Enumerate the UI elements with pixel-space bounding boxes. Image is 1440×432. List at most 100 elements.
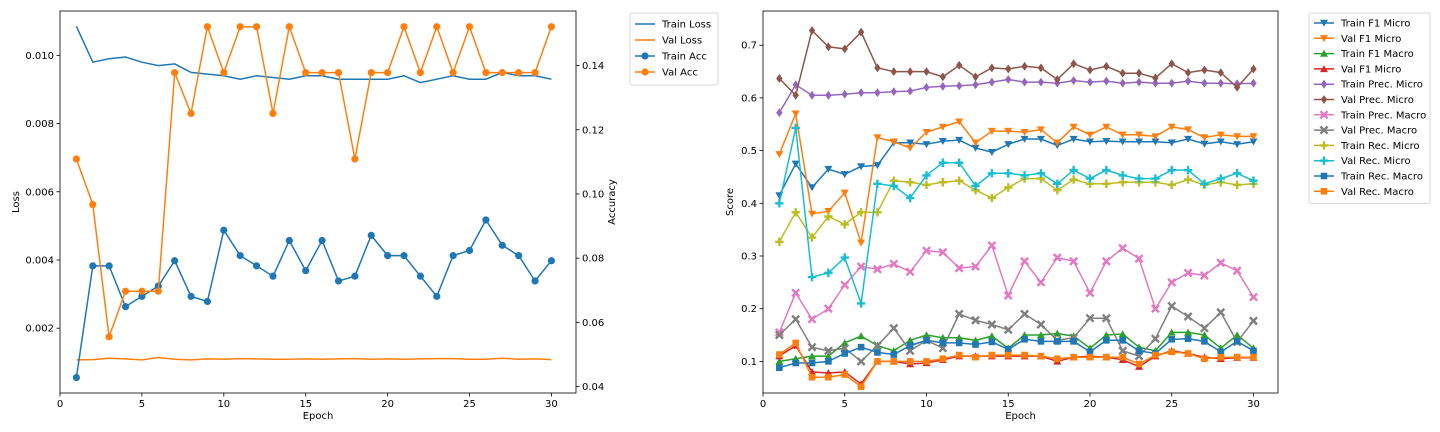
data-point — [1054, 75, 1061, 84]
data-point — [203, 23, 212, 31]
legend-item: Val Prec. Macro — [1314, 126, 1417, 137]
data-point — [857, 332, 866, 340]
y-axis-label-left: Loss — [11, 191, 22, 213]
data-point — [1103, 61, 1110, 71]
data-point — [351, 155, 359, 163]
data-point — [187, 292, 195, 300]
data-point — [1134, 174, 1144, 183]
legend-item: Train F1 Macro — [1314, 49, 1414, 60]
x-tick-label: 25 — [1165, 399, 1178, 410]
data-point — [955, 81, 963, 91]
data-point — [1200, 134, 1209, 142]
data-point — [987, 149, 996, 157]
legend-item: Train Acc — [635, 52, 707, 63]
data-point — [121, 287, 130, 295]
data-point — [938, 137, 947, 145]
data-point — [1005, 75, 1012, 84]
data-point — [971, 144, 980, 152]
legend-label: Val F1 Micro — [1341, 34, 1401, 45]
chart-2: 0 5 10 15 20 25 30 0.1 0.2 0.3 0.4 0.5 0.6 0.7 Epoch Sc… — [725, 10, 1431, 422]
legend-label: Val Prec. Macro — [1341, 126, 1417, 137]
data-point — [923, 67, 930, 76]
data-point — [1250, 78, 1257, 88]
data-point — [1119, 337, 1126, 344]
legend-marker — [1320, 95, 1328, 104]
data-point — [1085, 313, 1095, 323]
data-point — [856, 262, 866, 271]
series-line — [778, 110, 1254, 244]
data-point — [1036, 135, 1045, 143]
data-point — [840, 220, 849, 229]
data-point — [1167, 301, 1177, 311]
legend-item: Val Loss — [635, 36, 702, 47]
data-point — [1167, 165, 1176, 175]
data-point — [72, 373, 80, 382]
data-point — [954, 309, 964, 319]
data-point — [1216, 138, 1225, 146]
data-point — [857, 88, 865, 98]
legend-marker — [1319, 125, 1329, 135]
data-point — [515, 252, 523, 260]
data-point — [890, 351, 898, 358]
y-axis-label: Score — [725, 188, 736, 216]
data-point — [1250, 64, 1257, 74]
data-point — [482, 216, 490, 224]
data-point — [1070, 76, 1077, 85]
data-point — [1233, 83, 1241, 92]
y-tick-label: 0.1 — [741, 357, 757, 368]
data-point — [236, 252, 244, 260]
series-train-prec-macro — [774, 241, 1258, 337]
x-tick-label: 10 — [920, 399, 933, 410]
data-point — [1167, 180, 1176, 190]
data-point — [416, 272, 424, 280]
y-tick-label: 0.008 — [25, 119, 54, 130]
data-point — [1101, 256, 1111, 266]
data-point — [269, 109, 277, 118]
data-point — [987, 241, 997, 250]
data-point — [1020, 171, 1029, 180]
legend-label: Val Acc — [662, 68, 698, 79]
series-line — [778, 78, 1254, 114]
series-line — [779, 331, 1254, 363]
data-point — [954, 176, 964, 185]
data-point — [89, 262, 97, 270]
series-val-f1-micro — [775, 110, 1258, 247]
data-point — [1184, 135, 1193, 143]
legend-label: Val Loss — [662, 36, 702, 47]
legend-label: Train F1 Macro — [1340, 49, 1414, 60]
data-point — [1152, 351, 1159, 359]
data-point — [824, 165, 833, 173]
data-point — [792, 339, 799, 347]
data-point — [1020, 256, 1030, 266]
data-point — [972, 341, 979, 348]
y-tick-label: 0.002 — [25, 324, 54, 335]
data-point — [416, 69, 424, 77]
data-point — [1085, 131, 1094, 139]
data-point — [775, 199, 784, 208]
data-point — [1102, 123, 1111, 131]
series-line — [76, 356, 552, 361]
data-point — [988, 338, 996, 346]
data-point — [922, 180, 931, 190]
data-point — [1053, 355, 1061, 363]
data-point — [988, 77, 996, 87]
data-point — [1151, 138, 1160, 146]
data-point — [1004, 169, 1013, 178]
data-point — [987, 127, 996, 135]
data-point — [1037, 338, 1045, 345]
data-point — [547, 257, 556, 265]
data-point — [873, 179, 882, 189]
data-point — [1199, 271, 1209, 280]
data-point — [1199, 323, 1209, 333]
series-line — [778, 29, 1255, 97]
data-point — [791, 110, 800, 118]
data-point — [938, 158, 948, 167]
legend-marker — [641, 68, 649, 76]
data-point — [1217, 353, 1225, 361]
data-point — [874, 88, 881, 98]
y-tick-label: 0.04 — [582, 382, 604, 393]
data-point — [792, 359, 799, 367]
y-tick-label: 0.7 — [741, 41, 757, 52]
data-point — [1216, 307, 1226, 317]
